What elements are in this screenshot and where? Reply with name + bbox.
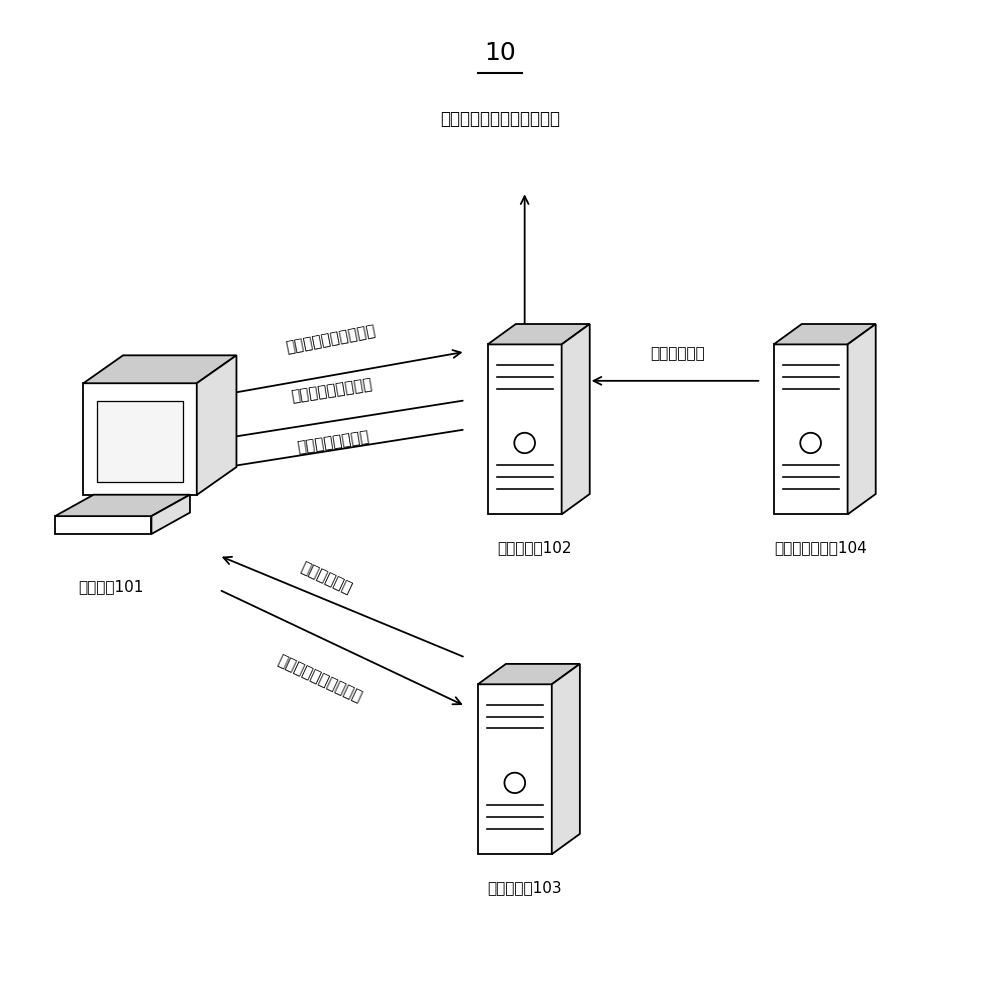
Text: 发送第一服务使用请求: 发送第一服务使用请求 xyxy=(285,323,377,356)
Polygon shape xyxy=(55,494,190,516)
Text: 第二服务器103: 第二服务器103 xyxy=(487,881,562,895)
Polygon shape xyxy=(83,383,197,494)
Polygon shape xyxy=(83,356,236,383)
Polygon shape xyxy=(774,324,876,345)
Text: 允许，提供第一服务: 允许，提供第一服务 xyxy=(289,376,373,404)
Polygon shape xyxy=(197,356,236,494)
Circle shape xyxy=(800,432,821,453)
Text: 10: 10 xyxy=(484,41,516,65)
Polygon shape xyxy=(552,664,580,854)
Polygon shape xyxy=(97,401,183,482)
Circle shape xyxy=(504,772,525,793)
Text: 提供第二服务: 提供第二服务 xyxy=(298,559,354,596)
Polygon shape xyxy=(478,685,552,854)
Text: 发送第二服务使用请求: 发送第二服务使用请求 xyxy=(275,653,364,705)
Text: 不允许，发送通知: 不允许，发送通知 xyxy=(296,428,371,455)
Polygon shape xyxy=(478,664,580,685)
Text: 判断是否允许使用第一服务: 判断是否允许使用第一服务 xyxy=(440,110,560,128)
Text: 灰度配置服务器104: 灰度配置服务器104 xyxy=(774,541,867,556)
Polygon shape xyxy=(848,324,876,514)
Text: 第一服务器102: 第一服务器102 xyxy=(497,541,572,556)
Polygon shape xyxy=(488,324,590,345)
Polygon shape xyxy=(151,494,190,534)
Circle shape xyxy=(514,432,535,453)
Polygon shape xyxy=(562,324,590,514)
Text: 灰度配置信息: 灰度配置信息 xyxy=(650,347,705,361)
Polygon shape xyxy=(55,516,151,534)
Polygon shape xyxy=(488,345,562,514)
Text: 用户终端101: 用户终端101 xyxy=(78,579,143,595)
Polygon shape xyxy=(774,345,848,514)
